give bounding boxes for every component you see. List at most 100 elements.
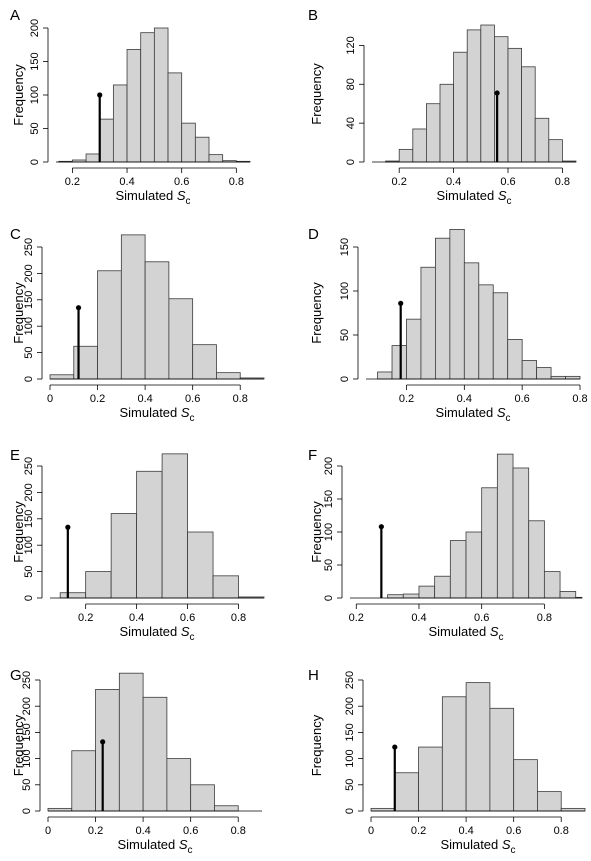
histogram-bar <box>412 128 427 163</box>
x-axis-label: Simulated Sc <box>115 188 190 207</box>
y-tick-label: 50 <box>23 565 35 577</box>
histogram-bar <box>214 805 239 812</box>
histogram-bar <box>548 139 563 163</box>
observed-value-marker <box>392 744 398 750</box>
x-axis-label-main: Simulated <box>435 405 496 420</box>
x-tick-label: 0.6 <box>174 176 189 188</box>
x-tick-label: 0.2 <box>392 176 407 188</box>
x-tick-label: 0.6 <box>500 176 515 188</box>
y-tick-label: 80 <box>345 78 357 90</box>
histogram-bar <box>120 234 146 380</box>
x-tick-label: 0.6 <box>474 612 489 624</box>
x-tick-label: 0.4 <box>457 393 472 405</box>
histogram-bar <box>118 672 144 812</box>
histogram-bar <box>166 758 192 812</box>
histogram-bar <box>465 682 491 812</box>
x-tick-label: 0.8 <box>229 176 244 188</box>
panel-a: A 0 50 100 150 200 Frequency 0.2 0.4 0.6 0.8 Simula… <box>10 7 251 207</box>
histogram-bar <box>463 262 480 380</box>
x-tick-label: 0.6 <box>185 393 200 405</box>
x-axis-label-symbol: S <box>179 837 188 852</box>
histogram-bar <box>391 345 407 380</box>
y-tick-label: 100 <box>339 282 351 300</box>
x-axis-label-subscript: c <box>190 413 195 424</box>
x-tick-label: 0 <box>45 825 51 837</box>
observed-value-marker <box>494 90 500 96</box>
histogram-bar <box>492 292 509 380</box>
y-tick-label: 0 <box>323 595 335 601</box>
histogram-bar <box>402 593 420 599</box>
x-tick-label: 0.4 <box>458 825 473 837</box>
x-axis-label: Simulated Sc <box>117 837 192 856</box>
histogram-bar <box>142 696 168 812</box>
x-axis-label-main: Simulated <box>436 188 497 203</box>
y-tick-label: 150 <box>21 723 33 741</box>
y-axis-label: Frequency <box>11 501 26 563</box>
x-axis-label: Simulated Sc <box>119 624 194 643</box>
histogram-bar <box>465 531 483 599</box>
y-tick-label: 0 <box>344 808 356 814</box>
x-tick-label: 0.6 <box>180 612 195 624</box>
observed-value-marker <box>398 300 404 306</box>
histogram-bar <box>418 585 436 599</box>
x-axis-label-symbol: S <box>490 624 499 639</box>
x-tick-label: 0 <box>368 825 374 837</box>
histogram-bar <box>144 261 170 380</box>
histogram-bar <box>194 136 210 163</box>
histogram-bar <box>190 784 215 812</box>
x-axis-label: Simulated Sc <box>440 837 515 856</box>
panel-letter: G <box>10 667 22 684</box>
histogram-bar <box>496 453 514 599</box>
histogram-bar <box>466 29 482 163</box>
observed-value-marker <box>75 305 82 311</box>
x-axis-label-subscript: c <box>506 413 511 424</box>
y-axis-label: Frequency <box>309 501 324 563</box>
x-axis-label-subscript: c <box>186 196 191 207</box>
histogram-bar <box>126 49 142 163</box>
x-axis-label: Simulated Sc <box>119 405 194 424</box>
histogram-bar <box>110 513 138 599</box>
y-tick-label: 50 <box>339 329 351 341</box>
x-tick-label: 0.8 <box>231 825 246 837</box>
histogram-bar <box>387 594 404 599</box>
y-tick-label: 150 <box>29 52 41 70</box>
histogram-bar <box>161 453 188 599</box>
histogram-bar <box>481 487 498 599</box>
histogram-bar <box>449 540 467 599</box>
observed-value-marker <box>100 739 106 745</box>
histogram-bar <box>425 103 441 163</box>
histogram-bar <box>212 575 239 599</box>
y-tick-label: 200 <box>21 697 33 715</box>
histogram-bar <box>453 51 468 163</box>
histogram-bar <box>377 371 393 380</box>
histogram-bar <box>95 689 120 812</box>
x-tick-label: 0.4 <box>135 825 150 837</box>
y-tick-label: 50 <box>21 779 33 791</box>
x-tick-label: 0.4 <box>411 612 426 624</box>
y-axis-label: Frequency <box>309 63 324 125</box>
histogram-bar <box>449 228 465 380</box>
y-tick-label: 250 <box>23 457 35 475</box>
x-tick-label: 0 <box>47 393 53 405</box>
histogram-bar <box>543 571 561 599</box>
histogram-bar <box>534 117 550 163</box>
x-axis-label-symbol: S <box>498 188 507 203</box>
histogram-bar <box>99 118 114 163</box>
y-tick-label: 100 <box>23 317 35 335</box>
y-tick-label: 250 <box>23 238 35 256</box>
x-tick-label: 0.8 <box>554 825 569 837</box>
x-tick-label: 0.4 <box>129 612 144 624</box>
histogram-bar <box>434 575 451 599</box>
histogram-bar <box>521 66 536 163</box>
y-axis-label: Frequency <box>309 282 324 344</box>
observed-value-marker <box>378 524 384 530</box>
histogram-bar <box>168 298 194 380</box>
histogram-bar <box>153 27 169 163</box>
histogram-bar <box>441 696 467 812</box>
histogram-bar <box>420 266 436 380</box>
histogram-bar <box>513 759 538 812</box>
panel-d: D 0 50 100 150 Frequency 0.2 0.4 0.6 0.8 Simulated… <box>308 226 588 424</box>
x-axis-label-main: Simulated <box>428 624 489 639</box>
panel-b: B 0 40 80 120 Frequency 0.2 0.4 0.6 0.8 Simulated … <box>308 7 577 207</box>
